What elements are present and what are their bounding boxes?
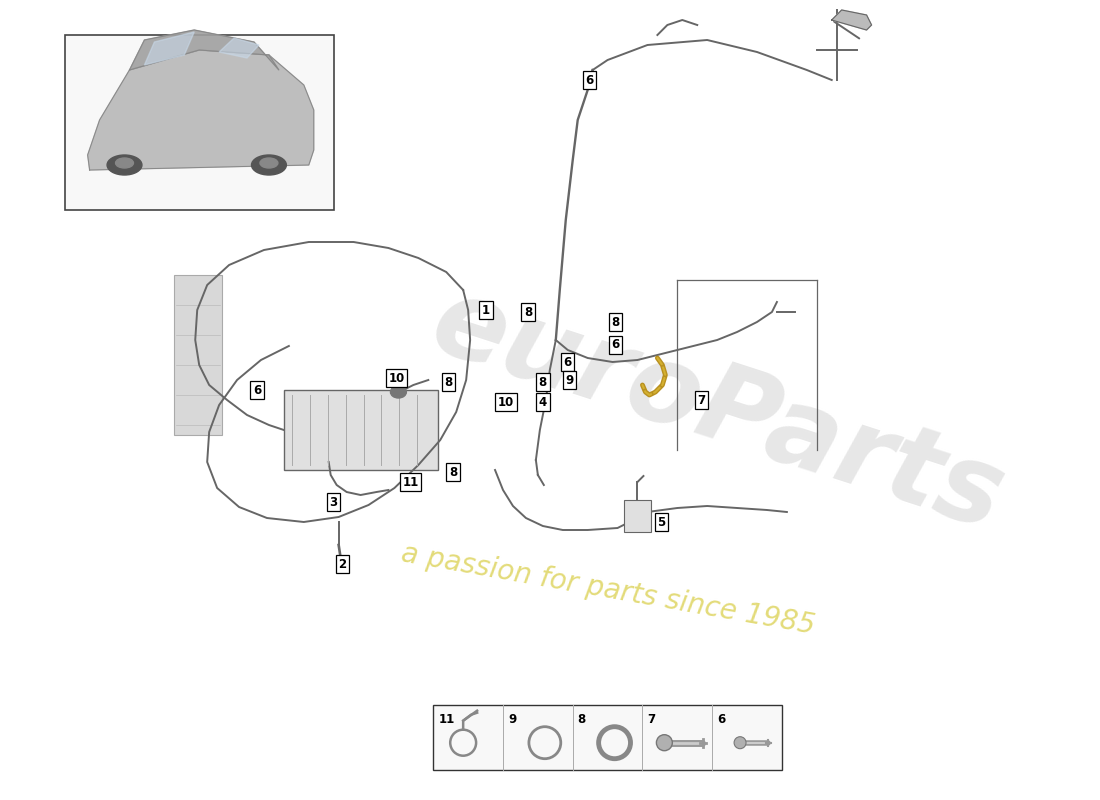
Text: 8: 8 (539, 375, 547, 389)
Polygon shape (144, 32, 195, 65)
Text: 8: 8 (612, 315, 619, 329)
Ellipse shape (390, 386, 406, 398)
Text: 9: 9 (565, 374, 574, 386)
Polygon shape (219, 38, 258, 58)
Ellipse shape (116, 158, 133, 168)
Text: 6: 6 (585, 74, 594, 86)
Text: 9: 9 (508, 713, 516, 726)
Bar (284, 390, 438, 470)
Circle shape (657, 734, 672, 750)
Bar (174, 275, 222, 435)
Ellipse shape (260, 158, 278, 168)
Bar (433, 705, 782, 770)
Text: 4: 4 (539, 395, 547, 409)
Bar (65, 35, 333, 210)
Text: 8: 8 (444, 375, 452, 389)
Bar (624, 500, 651, 532)
Text: 11: 11 (403, 475, 418, 489)
Circle shape (734, 737, 746, 749)
Text: 5: 5 (658, 515, 666, 529)
Ellipse shape (252, 155, 286, 175)
Text: 8: 8 (578, 713, 586, 726)
Text: euroParts: euroParts (418, 268, 1016, 552)
Text: 6: 6 (717, 713, 725, 726)
Text: 10: 10 (498, 395, 514, 409)
Text: 11: 11 (438, 713, 454, 726)
Text: 7: 7 (697, 394, 705, 406)
Text: 6: 6 (612, 338, 619, 351)
Text: 6: 6 (253, 383, 261, 397)
Text: 8: 8 (449, 466, 458, 478)
Text: a passion for parts since 1985: a passion for parts since 1985 (398, 540, 816, 640)
Polygon shape (130, 30, 279, 70)
Text: 1: 1 (482, 303, 491, 317)
Text: 3: 3 (330, 495, 338, 509)
Text: 10: 10 (388, 371, 405, 385)
Polygon shape (832, 10, 871, 30)
Polygon shape (88, 50, 313, 170)
Text: 2: 2 (339, 558, 346, 570)
Text: 7: 7 (648, 713, 656, 726)
Text: 6: 6 (563, 355, 572, 369)
Ellipse shape (107, 155, 142, 175)
Text: 8: 8 (524, 306, 532, 318)
